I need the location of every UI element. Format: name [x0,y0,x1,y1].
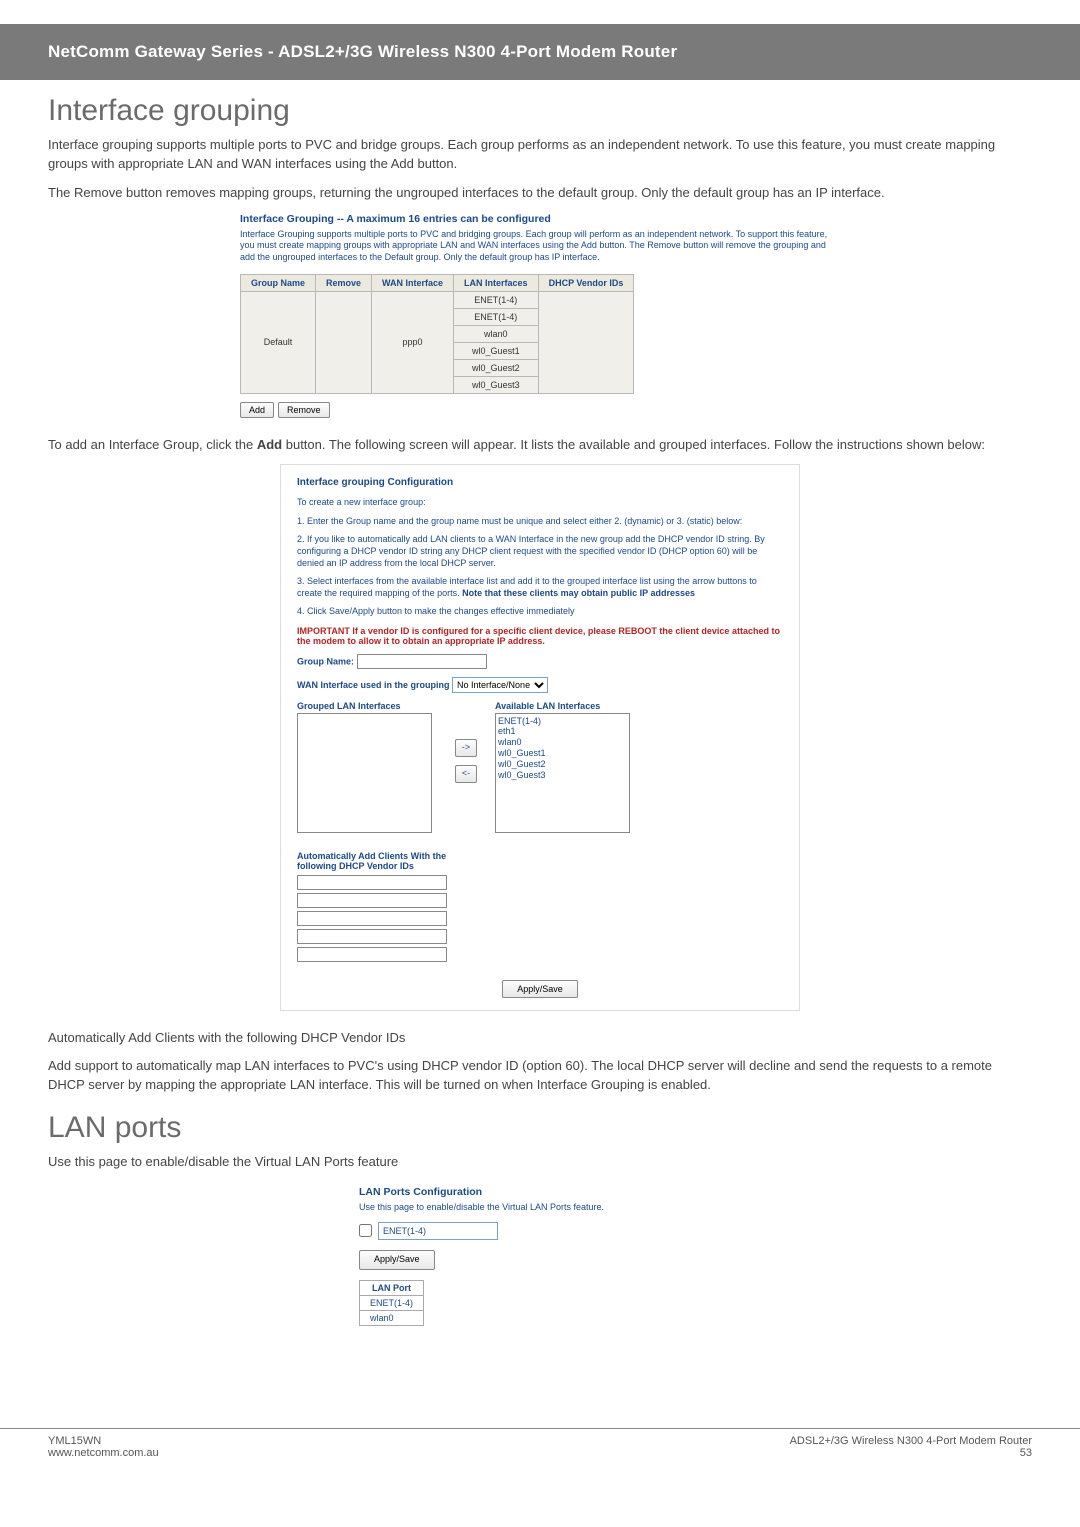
ss2-step1: 1. Enter the Group name and the group na… [297,515,783,527]
auto-add-block: Automatically Add Clients With the follo… [297,851,457,962]
ss3-desc: Use this page to enable/disable the Virt… [359,1202,721,1212]
mid-text-bold: Add [257,437,282,452]
dhcp-cell [538,291,634,393]
auto-add-heading: Automatically Add Clients with the follo… [48,1029,1032,1048]
apply-save-button[interactable]: Apply/Save [502,980,578,998]
dual-list: Grouped LAN Interfaces -> <- Available L… [297,701,783,833]
col-dhcp: DHCP Vendor IDs [538,274,634,291]
header-bar: NetComm Gateway Series - ADSL2+/3G Wirel… [0,24,1080,80]
ss2-heading: Interface grouping Configuration [297,477,783,488]
avail-item-0[interactable]: ENET(1-4) [498,716,627,727]
ss2-step2: 2. If you like to automatically add LAN … [297,533,783,569]
lan-cell-0: ENET(1-4) [454,291,539,308]
section1-title: Interface grouping [48,94,1032,128]
apply-row-3: Apply/Save [359,1250,721,1270]
page-title: NetComm Gateway Series - ADSL2+/3G Wirel… [48,42,1032,62]
screenshot-interface-grouping: Interface Grouping -- A maximum 16 entri… [240,213,840,418]
footer: YML15WN www.netcomm.com.au ADSL2+/3G Wir… [0,1428,1080,1489]
avail-item-1[interactable]: eth1 [498,726,627,737]
remove-cell [316,291,372,393]
lan-port-th: LAN Port [360,1280,424,1295]
lan-cell-5: wl0_Guest3 [454,376,539,393]
enet-row [359,1222,721,1240]
page-body: Interface grouping Interface grouping su… [0,80,1080,1368]
add-button[interactable]: Add [240,402,274,418]
footer-product: ADSL2+/3G Wireless N300 4-Port Modem Rou… [790,1435,1032,1447]
move-left-button[interactable]: <- [455,765,477,783]
avail-label: Available LAN Interfaces [495,701,635,711]
section2-para: Use this page to enable/disable the Virt… [48,1153,1032,1172]
ss3-heading: LAN Ports Configuration [359,1186,721,1198]
lan-cell-3: wl0_Guest1 [454,342,539,359]
footer-left: YML15WN www.netcomm.com.au [48,1435,159,1459]
auto-add-label: Automatically Add Clients With the follo… [297,851,457,871]
wan-label: WAN Interface used in the grouping [297,680,450,690]
enet-input[interactable] [378,1222,498,1240]
group-table: Group Name Remove WAN Interface LAN Inte… [240,274,634,394]
vendor-id-input-1[interactable] [297,875,447,890]
grouped-col: Grouped LAN Interfaces [297,701,437,833]
grouped-list[interactable] [297,713,432,833]
remove-button[interactable]: Remove [278,402,330,418]
mid-text: To add an Interface Group, click the Add… [48,436,1032,455]
apply-row: Apply/Save [297,980,783,998]
col-wan: WAN Interface [372,274,454,291]
avail-item-2[interactable]: wlan0 [498,737,627,748]
lan-port-table: LAN Port ENET(1-4) wlan0 [359,1280,424,1326]
section1-para2: The Remove button removes mapping groups… [48,184,1032,203]
vendor-id-input-5[interactable] [297,947,447,962]
lan-cell-4: wl0_Guest2 [454,359,539,376]
vendor-id-input-4[interactable] [297,929,447,944]
screenshot-lan-ports: LAN Ports Configuration Use this page to… [355,1182,725,1330]
wan-select-row: WAN Interface used in the grouping No In… [297,677,783,693]
footer-page-number: 53 [790,1447,1032,1459]
grouped-label: Grouped LAN Interfaces [297,701,437,711]
arrow-col: -> <- [455,739,477,783]
col-group-name: Group Name [241,274,316,291]
footer-model: YML15WN [48,1435,159,1447]
ss2-important: IMPORTANT If a vendor ID is configured f… [297,626,783,646]
auto-add-para: Add support to automatically map LAN int… [48,1057,1032,1095]
section2-title: LAN ports [48,1111,1032,1145]
col-remove: Remove [316,274,372,291]
col-lan: LAN Interfaces [454,274,539,291]
avail-list[interactable]: ENET(1-4) eth1 wlan0 wl0_Guest1 wl0_Gues… [495,713,630,833]
avail-item-5[interactable]: wl0_Guest3 [498,770,627,781]
footer-right: ADSL2+/3G Wireless N300 4-Port Modem Rou… [790,1435,1032,1459]
enet-checkbox[interactable] [359,1224,372,1237]
group-name-label: Group Name: [297,656,354,666]
avail-item-3[interactable]: wl0_Guest1 [498,748,627,759]
ss1-heading: Interface Grouping -- A maximum 16 entri… [240,213,840,225]
ss2-line0: To create a new interface group: [297,496,783,508]
ss1-desc: Interface Grouping supports multiple por… [240,229,840,264]
apply-save-button-lan[interactable]: Apply/Save [359,1250,435,1270]
add-remove-row: Add Remove [240,402,840,418]
group-name-input[interactable] [357,654,487,669]
vendor-id-input-2[interactable] [297,893,447,908]
group-name-cell: Default [241,291,316,393]
ss2-step4: 4. Click Save/Apply button to make the c… [297,605,783,617]
lan-cell-1: ENET(1-4) [454,308,539,325]
lan-port-r1: ENET(1-4) [360,1295,424,1310]
wan-select[interactable]: No Interface/None [452,677,548,693]
group-name-row: Group Name: [297,654,783,669]
wan-cell: ppp0 [372,291,454,393]
vendor-id-input-3[interactable] [297,911,447,926]
lan-cell-2: wlan0 [454,325,539,342]
section1-para1: Interface grouping supports multiple por… [48,136,1032,174]
avail-item-4[interactable]: wl0_Guest2 [498,759,627,770]
mid-text-suffix: button. The following screen will appear… [282,437,985,452]
screenshot-config: Interface grouping Configuration To crea… [280,464,800,1010]
ss2-step3-bold: Note that these clients may obtain publi… [462,588,695,598]
avail-col: Available LAN Interfaces ENET(1-4) eth1 … [495,701,635,833]
move-right-button[interactable]: -> [455,739,477,757]
footer-url: www.netcomm.com.au [48,1447,159,1459]
lan-port-r2: wlan0 [360,1310,424,1325]
mid-text-prefix: To add an Interface Group, click the [48,437,257,452]
ss2-step3: 3. Select interfaces from the available … [297,575,783,599]
